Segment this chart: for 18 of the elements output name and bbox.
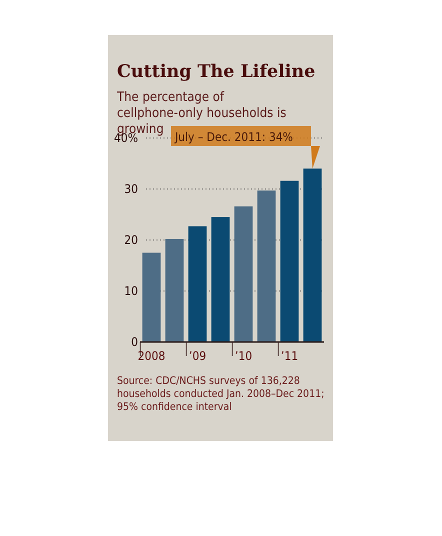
chart-title: Cutting The Lifeline [117,62,316,82]
x-tick-label: ’11 [280,349,298,363]
bar [211,217,230,342]
bar [142,252,161,342]
bar [257,190,276,342]
bar [280,180,299,342]
bar [165,238,184,342]
y-tick-label: 10 [124,284,138,298]
y-tick-label: 30 [124,182,138,196]
bar [303,168,322,342]
source-note: Source: CDC/NCHS surveys of 136,228 households conducted Jan. 2008–Dec 2011; 95% confidence interval [117,375,324,413]
x-tick-label: 2008 [138,349,166,363]
y-tick-label: 20 [124,233,138,247]
x-tick-label: ’09 [188,349,206,363]
x-tick-label: ’10 [234,349,252,363]
bar [188,226,207,342]
y-tick-label: 0 [131,335,138,349]
bar [234,206,253,342]
